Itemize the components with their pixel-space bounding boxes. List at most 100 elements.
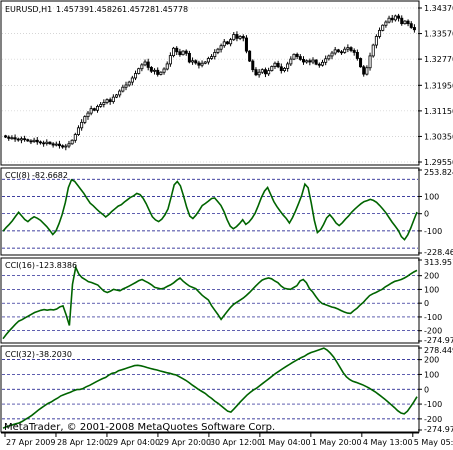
cci16-tick-label: -100	[424, 313, 442, 322]
price-candle-body	[80, 121, 84, 129]
price-candle-body	[232, 34, 236, 41]
price-candle-body	[282, 67, 286, 72]
price-candle-body	[301, 59, 306, 63]
price-candle-body	[241, 36, 245, 39]
price-gridlines	[2, 7, 418, 163]
price-candle-body	[130, 77, 134, 83]
price-candle-body	[140, 64, 144, 70]
price-candle-body	[238, 36, 242, 39]
price-candle-body	[368, 55, 372, 69]
price-candle-body	[45, 141, 49, 144]
price-candle-body	[270, 66, 274, 72]
price-candle-body	[127, 81, 131, 86]
cci8-label: CCI(8)	[5, 171, 30, 180]
cci32-level-lines	[2, 359, 418, 420]
price-candle-body	[374, 36, 378, 46]
price-candle-body	[64, 145, 68, 148]
price-candle-body	[210, 56, 214, 59]
cci16-panel-frame	[0, 257, 420, 344]
price-candle-body	[216, 48, 220, 53]
price-candle-body	[320, 61, 325, 66]
price-candle-body	[146, 61, 150, 68]
price-tick-label: 1.31950	[424, 81, 453, 90]
price-candle-body	[229, 39, 233, 45]
price-candle-body	[111, 96, 115, 103]
cci32-tick-label: 200	[424, 356, 439, 365]
price-candle-body	[187, 52, 191, 63]
price-close-label: 1.45778	[155, 5, 188, 14]
price-candle-body	[95, 106, 100, 111]
price-candle-body	[359, 58, 363, 68]
price-candle-body	[149, 67, 153, 72]
price-candle-body	[384, 21, 388, 26]
price-candle-body	[349, 47, 353, 51]
price-candle-body	[61, 145, 65, 148]
cci16-panel[interactable]: 313.95142001000-100-200-274.971 CCI(16) …	[0, 257, 453, 345]
price-candle-body	[308, 60, 312, 63]
price-candle-body	[251, 60, 255, 71]
price-candle-body	[184, 50, 188, 54]
price-candle-body	[194, 60, 198, 64]
price-candle-body	[137, 68, 141, 74]
price-candle-body	[200, 62, 204, 66]
price-candle-body	[352, 50, 356, 53]
price-candle-body	[162, 68, 166, 73]
price-high-label: 1.45826	[89, 5, 122, 14]
cci32-tick-label: 100	[424, 370, 439, 379]
price-candle-body	[371, 44, 375, 57]
price-candle-body	[10, 137, 14, 140]
price-candle-body	[121, 86, 125, 92]
price-tick-label: 1.33570	[424, 30, 453, 39]
price-candle-body	[365, 67, 369, 75]
time-tick-label: 1 May 04:00	[261, 438, 311, 447]
cci32-tick-label: 278.4491	[424, 346, 453, 355]
time-tick-label: 30 Apr 12:00	[210, 438, 262, 447]
time-tick-label: 4 May 13:00	[363, 438, 413, 447]
time-tick-label: 29 Apr 04:00	[108, 438, 160, 447]
time-tick-label: 28 Apr 12:00	[57, 438, 109, 447]
price-candle-body	[311, 59, 315, 63]
cci16-value: -123.8386	[36, 261, 77, 270]
price-candle-body	[403, 20, 407, 25]
price-candle-body	[390, 17, 394, 21]
cci32-panel[interactable]: 278.44912001000-100-200-274.971 CCI(32) …	[0, 345, 453, 434]
cci32-series-line	[2, 347, 418, 429]
price-candle-body	[38, 141, 42, 144]
price-candle-body	[406, 20, 410, 25]
price-axis: 1.34370 1.33570 1.32770 1.31950 1.31150 1.303…	[418, 4, 453, 167]
price-tick-label: 1.29550	[424, 158, 453, 167]
price-candle-body	[16, 138, 20, 141]
price-candle-body	[156, 69, 160, 75]
cci8-axis: 253.8242 100 0 -100 -228.461	[418, 168, 453, 257]
price-candle-body	[235, 34, 239, 39]
price-panel[interactable]: 1.34370 1.33570 1.32770 1.31950 1.31150 1.303…	[0, 0, 453, 167]
price-candle-body	[267, 70, 271, 75]
cci16-tick-label: -200	[424, 327, 442, 336]
price-candle-body	[178, 51, 182, 56]
time-tick-label: 29 Apr 20:00	[159, 438, 211, 447]
price-candle-body	[76, 127, 80, 135]
price-candle-body	[86, 112, 90, 118]
price-candle-body	[54, 143, 58, 146]
price-candle-body	[206, 58, 210, 63]
cci8-tick-label: 0	[424, 210, 429, 219]
price-candle-body	[279, 66, 283, 72]
copyright-watermark: MetaTrader, © 2001-2008 MetaQuotes Softw…	[4, 422, 275, 433]
price-candle-body	[73, 134, 77, 141]
price-candle-body	[203, 61, 207, 64]
price-candle-body	[105, 99, 109, 103]
price-candle-body	[19, 138, 23, 141]
price-candle-body	[99, 104, 103, 107]
price-candle-body	[83, 116, 87, 123]
price-candle-body	[197, 62, 201, 66]
price-candle-body	[336, 49, 340, 53]
price-candle-body	[276, 62, 280, 68]
price-open-label: 1.45739	[56, 5, 89, 14]
cci8-panel[interactable]: 253.8242 100 0 -100 -228.461 CCI(8) -82.6682	[0, 167, 453, 257]
price-candle-body	[333, 49, 337, 54]
price-candle-body	[273, 62, 277, 67]
price-panel-frame	[0, 0, 420, 166]
price-candle-body	[257, 71, 261, 76]
